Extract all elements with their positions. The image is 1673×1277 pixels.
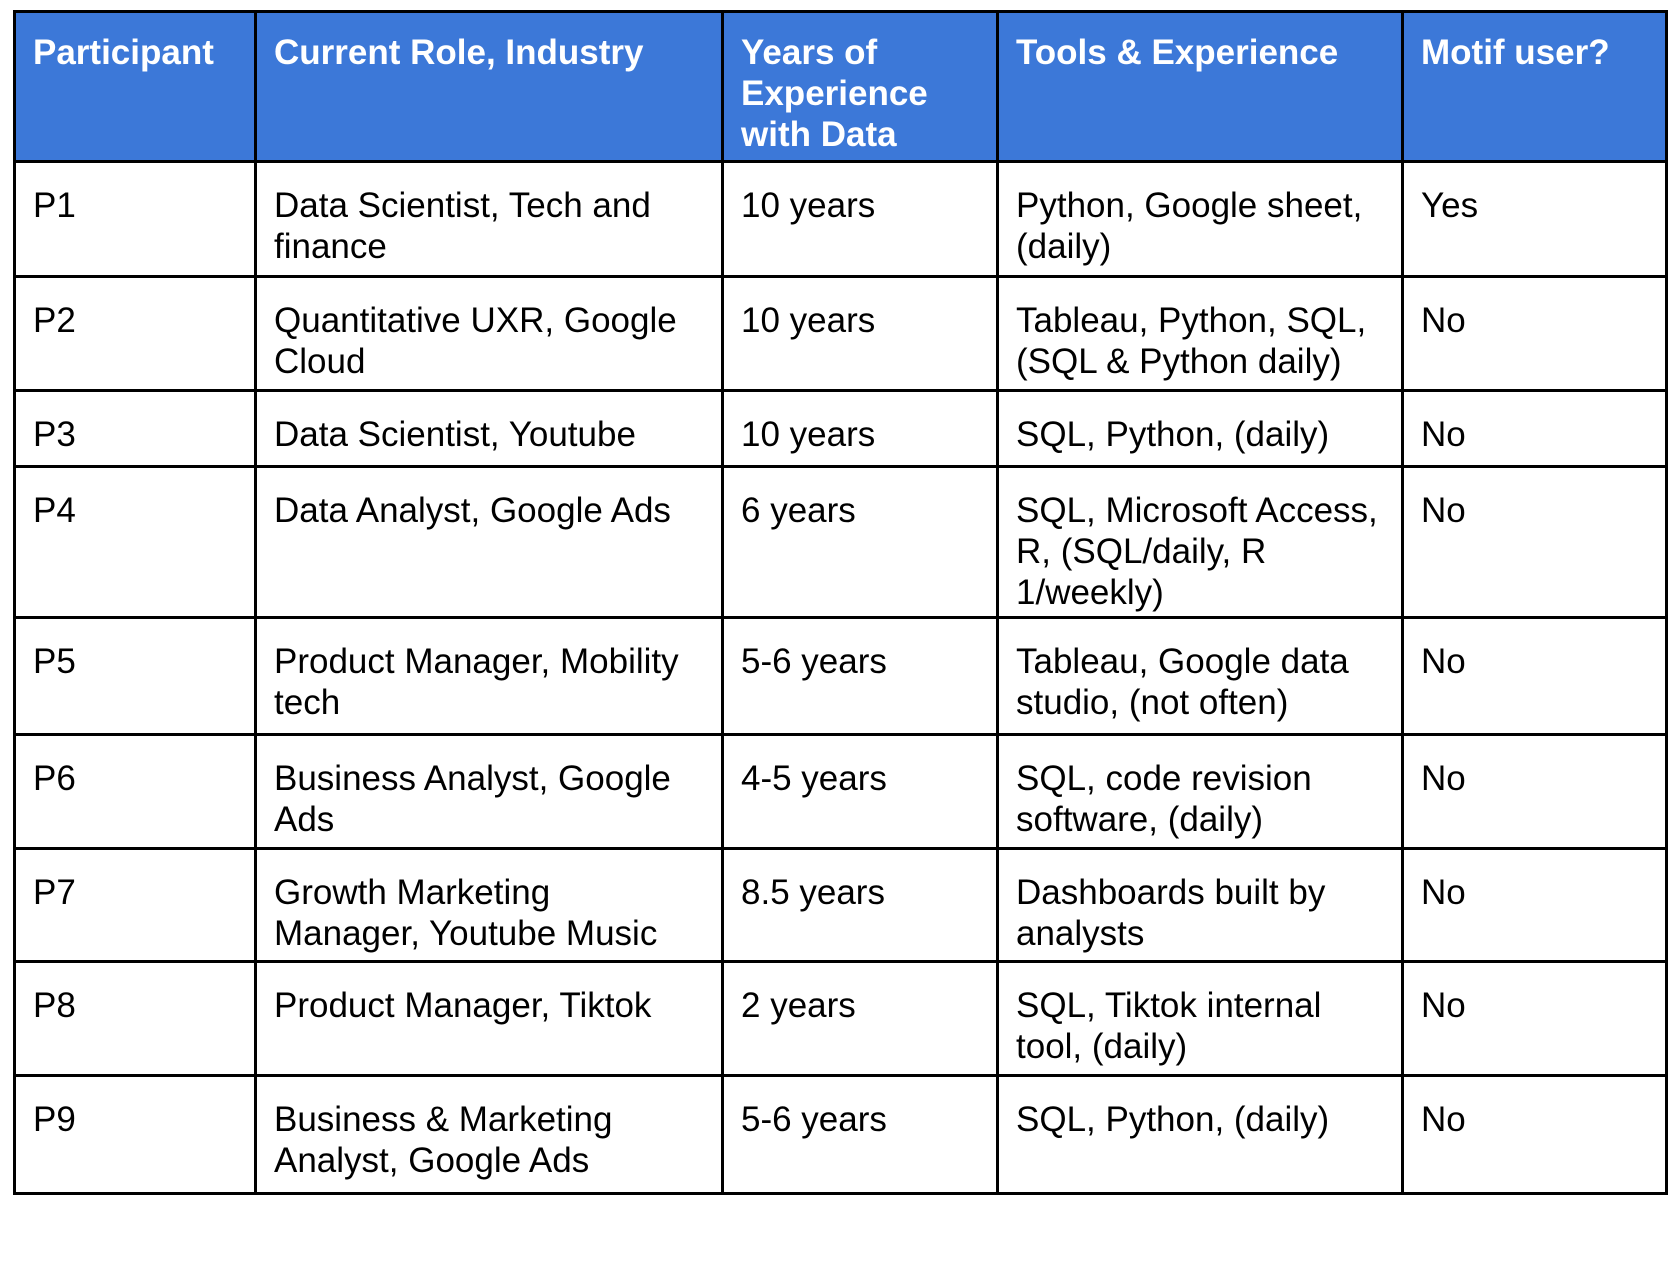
header-motif-user: Motif user?: [1401, 10, 1668, 163]
cell-participant: P3: [13, 389, 257, 468]
cell-tools: Tableau, Python, SQL, (SQL & Python dail…: [996, 275, 1404, 392]
header-current-role-industry: Current Role, Industry: [254, 10, 724, 163]
cell-years: 5-6 years: [721, 1074, 999, 1195]
cell-participant: P9: [13, 1074, 257, 1195]
cell-tools: SQL, code revision software, (daily): [996, 733, 1404, 850]
cell-role: Data Analyst, Google Ads: [254, 465, 724, 619]
cell-role: Data Scientist, Youtube: [254, 389, 724, 468]
cell-role: Product Manager, Tiktok: [254, 960, 724, 1077]
cell-motif-user: No: [1401, 616, 1668, 736]
table-row: P9 Business & Marketing Analyst, Google …: [13, 1074, 1668, 1195]
cell-years: 5-6 years: [721, 616, 999, 736]
cell-years: 10 years: [721, 389, 999, 468]
table-row: P1 Data Scientist, Tech and finance 10 y…: [13, 160, 1668, 278]
cell-motif-user: No: [1401, 275, 1668, 392]
cell-participant: P2: [13, 275, 257, 392]
cell-motif-user: No: [1401, 465, 1668, 619]
cell-tools: Python, Google sheet, (daily): [996, 160, 1404, 278]
header-participant: Participant: [13, 10, 257, 163]
cell-participant: P4: [13, 465, 257, 619]
cell-role: Business & Marketing Analyst, Google Ads: [254, 1074, 724, 1195]
cell-tools: SQL, Tiktok internal tool, (daily): [996, 960, 1404, 1077]
cell-motif-user: No: [1401, 1074, 1668, 1195]
cell-tools: SQL, Microsoft Access, R, (SQL/daily, R …: [996, 465, 1404, 619]
table-body: P1 Data Scientist, Tech and finance 10 y…: [13, 160, 1668, 1195]
cell-motif-user: No: [1401, 733, 1668, 850]
cell-participant: P5: [13, 616, 257, 736]
table-row: P2 Quantitative UXR, Google Cloud 10 yea…: [13, 275, 1668, 392]
header-tools-experience: Tools & Experience: [996, 10, 1404, 163]
cell-tools: SQL, Python, (daily): [996, 389, 1404, 468]
cell-motif-user: No: [1401, 389, 1668, 468]
cell-participant: P7: [13, 847, 257, 963]
cell-tools: SQL, Python, (daily): [996, 1074, 1404, 1195]
cell-years: 10 years: [721, 160, 999, 278]
table-row: P5 Product Manager, Mobility tech 5-6 ye…: [13, 616, 1668, 736]
cell-years: 2 years: [721, 960, 999, 1077]
cell-years: 10 years: [721, 275, 999, 392]
table-row: P8 Product Manager, Tiktok 2 years SQL, …: [13, 960, 1668, 1077]
participants-table: Participant Current Role, Industry Years…: [13, 10, 1668, 1195]
cell-motif-user: No: [1401, 847, 1668, 963]
cell-role: Business Analyst, Google Ads: [254, 733, 724, 850]
table-header: Participant Current Role, Industry Years…: [13, 10, 1668, 163]
cell-tools: Dashboards built by analysts: [996, 847, 1404, 963]
cell-motif-user: Yes: [1401, 160, 1668, 278]
cell-role: Product Manager, Mobility tech: [254, 616, 724, 736]
table-row: P7 Growth Marketing Manager, Youtube Mus…: [13, 847, 1668, 963]
cell-years: 8.5 years: [721, 847, 999, 963]
cell-motif-user: No: [1401, 960, 1668, 1077]
cell-participant: P6: [13, 733, 257, 850]
header-years-of-experience: Years of Experience with Data: [721, 10, 999, 163]
cell-role: Quantitative UXR, Google Cloud: [254, 275, 724, 392]
cell-participant: P1: [13, 160, 257, 278]
cell-participant: P8: [13, 960, 257, 1077]
table-row: P4 Data Analyst, Google Ads 6 years SQL,…: [13, 465, 1668, 619]
header-row: Participant Current Role, Industry Years…: [13, 10, 1668, 163]
table-row: P3 Data Scientist, Youtube 10 years SQL,…: [13, 389, 1668, 468]
table-row: P6 Business Analyst, Google Ads 4-5 year…: [13, 733, 1668, 850]
cell-tools: Tableau, Google data studio, (not often): [996, 616, 1404, 736]
cell-years: 6 years: [721, 465, 999, 619]
cell-role: Data Scientist, Tech and finance: [254, 160, 724, 278]
cell-years: 4-5 years: [721, 733, 999, 850]
cell-role: Growth Marketing Manager, Youtube Music: [254, 847, 724, 963]
